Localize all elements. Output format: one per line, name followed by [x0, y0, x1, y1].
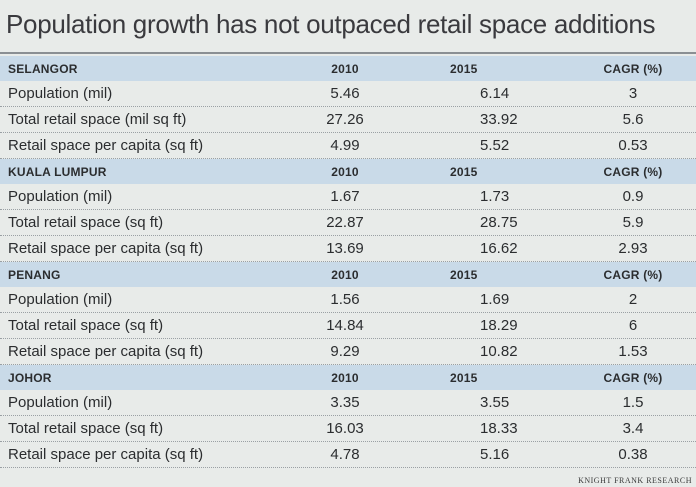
- value-2010: 16.03: [326, 420, 364, 437]
- section-header: KUALA LUMPUR 2010 2015 CAGR (%): [0, 159, 696, 184]
- value-cagr: 2: [628, 291, 638, 308]
- column-header-2010: 2010: [331, 370, 359, 385]
- value-2010: 4.78: [330, 446, 360, 463]
- row-label: Retail space per capita (sq ft): [8, 446, 204, 463]
- table-row: Total retail space (sq ft) 22.87 28.75 5…: [0, 210, 696, 236]
- section-header: SELANGOR 2010 2015 CAGR (%): [0, 56, 696, 81]
- value-2010: 5.46: [330, 85, 360, 102]
- row-label: Total retail space (sq ft): [8, 214, 164, 231]
- row-label: Retail space per capita (sq ft): [8, 137, 204, 154]
- column-header-2015: 2015: [450, 164, 478, 179]
- table-row: Retail space per capita (sq ft) 4.78 5.1…: [0, 442, 696, 468]
- row-label: Total retail space (sq ft): [8, 317, 164, 334]
- row-label: Population (mil): [8, 394, 113, 411]
- table-row: Population (mil) 3.35 3.55 1.5: [0, 390, 696, 416]
- value-cagr: 2.93: [618, 240, 648, 257]
- section-kuala-lumpur: KUALA LUMPUR 2010 2015 CAGR (%) Populati…: [0, 159, 696, 262]
- value-2010: 13.69: [326, 240, 364, 257]
- column-header-cagr: CAGR (%): [603, 267, 663, 282]
- column-header-cagr: CAGR (%): [603, 61, 663, 76]
- row-label: Total retail space (mil sq ft): [8, 111, 187, 128]
- value-2015: 1.73: [480, 188, 510, 205]
- section-johor: JOHOR 2010 2015 CAGR (%) Population (mil…: [0, 365, 696, 468]
- row-label: Retail space per capita (sq ft): [8, 343, 204, 360]
- page-title: Population growth has not outpaced retai…: [6, 9, 656, 39]
- table-row: Total retail space (mil sq ft) 27.26 33.…: [0, 107, 696, 133]
- row-label: Population (mil): [8, 85, 113, 102]
- table-row: Population (mil) 1.67 1.73 0.9: [0, 184, 696, 210]
- column-header-2015: 2015: [450, 370, 478, 385]
- column-header-2010: 2010: [331, 61, 359, 76]
- column-header-cagr: CAGR (%): [603, 370, 663, 385]
- value-2015: 33.92: [480, 111, 518, 128]
- value-2010: 4.99: [330, 137, 360, 154]
- column-header-2015: 2015: [450, 61, 478, 76]
- value-2010: 27.26: [326, 111, 364, 128]
- value-2010: 1.67: [330, 188, 360, 205]
- table-row: Total retail space (sq ft) 14.84 18.29 6: [0, 313, 696, 339]
- value-cagr: 1.53: [618, 343, 648, 360]
- value-2015: 18.29: [480, 317, 518, 334]
- title-divider: [0, 52, 696, 54]
- value-cagr: 5.6: [622, 111, 644, 128]
- column-header-2015: 2015: [450, 267, 478, 282]
- table-row: Retail space per capita (sq ft) 13.69 16…: [0, 236, 696, 262]
- value-2015: 5.52: [480, 137, 510, 154]
- value-cagr: 1.5: [622, 394, 644, 411]
- section-selangor: SELANGOR 2010 2015 CAGR (%) Population (…: [0, 56, 696, 159]
- value-2015: 1.69: [480, 291, 510, 308]
- value-2010: 22.87: [326, 214, 364, 231]
- value-2015: 18.33: [480, 420, 518, 437]
- section-header: PENANG 2010 2015 CAGR (%): [0, 262, 696, 287]
- value-2015: 3.55: [480, 394, 510, 411]
- source-credit: KNIGHT FRANK RESEARCH: [578, 476, 692, 485]
- value-cagr: 0.53: [618, 137, 648, 154]
- value-cagr: 5.9: [622, 214, 644, 231]
- value-cagr: 3: [628, 85, 638, 102]
- row-label: Population (mil): [8, 291, 113, 308]
- value-2010: 1.56: [330, 291, 360, 308]
- row-label: Population (mil): [8, 188, 113, 205]
- table-row: Total retail space (sq ft) 16.03 18.33 3…: [0, 416, 696, 442]
- column-header-2010: 2010: [331, 267, 359, 282]
- section-name: KUALA LUMPUR: [8, 164, 107, 179]
- table-row: Retail space per capita (sq ft) 4.99 5.5…: [0, 133, 696, 159]
- section-header: JOHOR 2010 2015 CAGR (%): [0, 365, 696, 390]
- value-2010: 14.84: [326, 317, 364, 334]
- value-2015: 5.16: [480, 446, 510, 463]
- value-2015: 28.75: [480, 214, 518, 231]
- value-2015: 10.82: [480, 343, 518, 360]
- section-name: SELANGOR: [8, 61, 78, 76]
- row-label: Total retail space (sq ft): [8, 420, 164, 437]
- value-2010: 3.35: [330, 394, 360, 411]
- value-cagr: 0.9: [622, 188, 644, 205]
- section-name: JOHOR: [8, 370, 52, 385]
- row-label: Retail space per capita (sq ft): [8, 240, 204, 257]
- data-tables: SELANGOR 2010 2015 CAGR (%) Population (…: [0, 56, 696, 468]
- value-2015: 16.62: [480, 240, 518, 257]
- table-row: Population (mil) 5.46 6.14 3: [0, 81, 696, 107]
- value-2010: 9.29: [330, 343, 360, 360]
- table-row: Population (mil) 1.56 1.69 2: [0, 287, 696, 313]
- column-header-2010: 2010: [331, 164, 359, 179]
- value-2015: 6.14: [480, 85, 510, 102]
- value-cagr: 3.4: [622, 420, 644, 437]
- column-header-cagr: CAGR (%): [603, 164, 663, 179]
- section-penang: PENANG 2010 2015 CAGR (%) Population (mi…: [0, 262, 696, 365]
- value-cagr: 6: [628, 317, 638, 334]
- section-name: PENANG: [8, 267, 61, 282]
- value-cagr: 0.38: [618, 446, 648, 463]
- table-row: Retail space per capita (sq ft) 9.29 10.…: [0, 339, 696, 365]
